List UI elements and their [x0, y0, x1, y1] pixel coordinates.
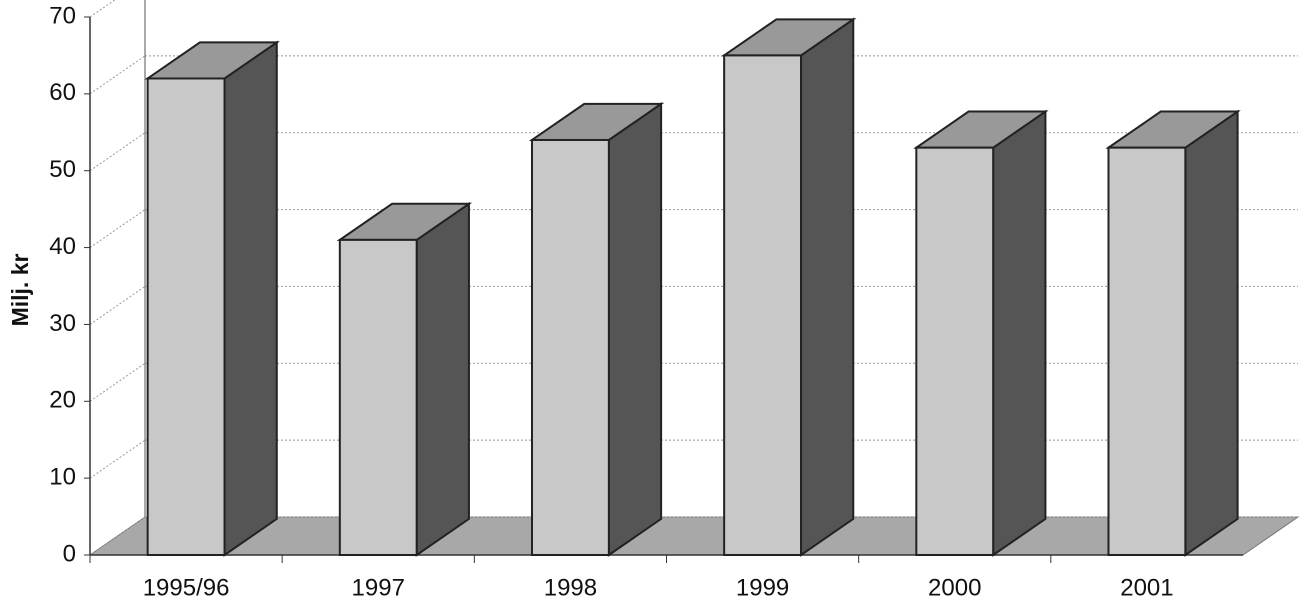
bar: [1107, 146, 1187, 557]
bar-side: [992, 109, 1047, 557]
bar-side: [223, 40, 278, 557]
grid-line: [89, 132, 146, 172]
y-tick-label: 10: [49, 463, 76, 490]
grid-line: [89, 286, 146, 325]
bar: [723, 54, 803, 557]
grid-line: [89, 516, 146, 556]
x-tick-label: 1998: [544, 574, 597, 601]
grid-line: [89, 209, 146, 248]
bar: [530, 138, 610, 556]
y-tick-label: 60: [49, 79, 76, 106]
grid-line: [89, 0, 116, 18]
y-tick-label: 0: [63, 540, 76, 567]
grid-line: [89, 362, 146, 402]
x-tick-label: 2001: [1120, 574, 1173, 601]
x-tick-label: 1999: [736, 574, 789, 601]
bar: [338, 238, 418, 556]
y-tick-label: 70: [49, 2, 76, 29]
bar-side: [800, 17, 855, 557]
grid-line: [89, 439, 146, 479]
x-tick-label: 1995/96: [143, 574, 230, 601]
y-tick-label: 30: [49, 310, 76, 337]
y-axis-label: Milj. kr: [7, 254, 33, 327]
grid-line: [89, 55, 146, 95]
bar-side: [1184, 109, 1239, 557]
bar-side: [415, 201, 470, 557]
y-tick-label: 50: [49, 156, 76, 183]
bar-side: [607, 101, 663, 557]
bar: [915, 146, 995, 557]
x-tick-label: 2000: [928, 574, 981, 601]
y-tick-label: 20: [49, 387, 76, 414]
bar: [146, 77, 226, 556]
y-tick-label: 40: [49, 233, 76, 260]
x-tick-label: 1997: [352, 574, 405, 601]
